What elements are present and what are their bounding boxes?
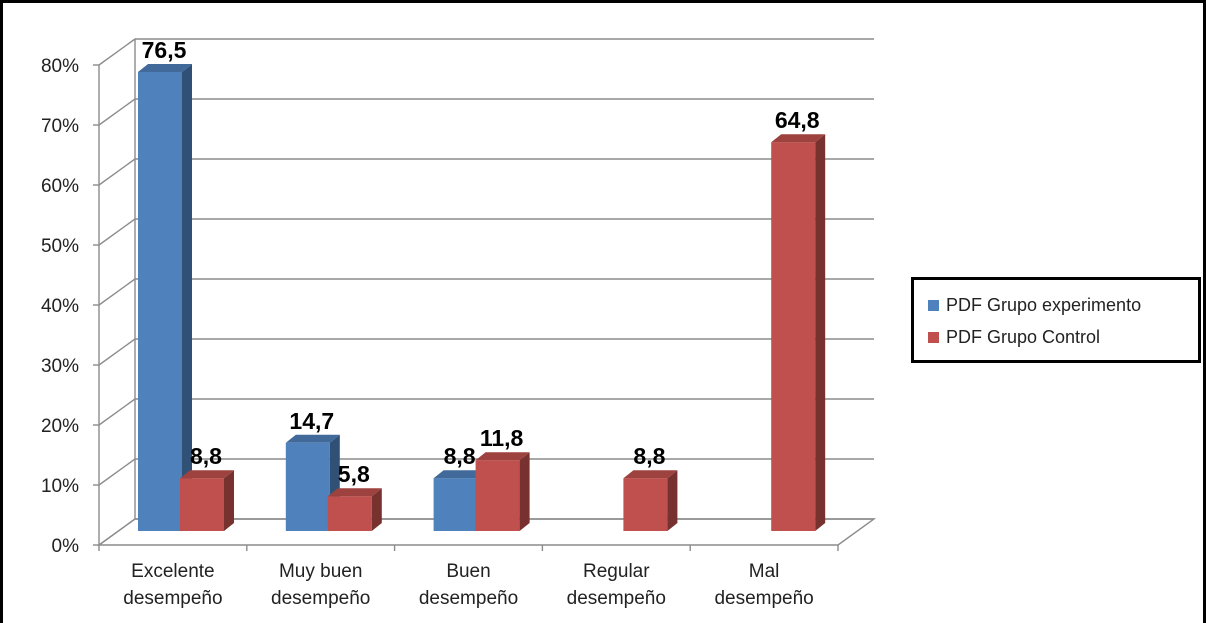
y-axis-tick-labels: 0% 10% 20% 30% 40% 50% 60% 70% 80%	[41, 56, 79, 557]
bar-front	[623, 478, 668, 531]
data-label: 5,8	[338, 461, 370, 487]
legend-label-control: PDF Grupo Control	[946, 326, 1101, 347]
y-tick-label: 50%	[41, 236, 79, 257]
bar-side	[224, 470, 234, 531]
bar-side	[667, 470, 678, 531]
y-tick-label: 30%	[41, 356, 79, 377]
legend: PDF Grupo experimento PDF Grupo Control	[911, 277, 1201, 363]
bar-side	[519, 452, 530, 531]
data-label: 8,8	[444, 443, 476, 469]
bar-side	[182, 64, 192, 531]
chart-floor	[96, 518, 877, 546]
bars	[138, 64, 826, 531]
gridline	[98, 158, 874, 186]
y-tick-label: 10%	[41, 476, 79, 497]
bar-front	[180, 478, 224, 531]
x-category-label: Mal	[749, 561, 780, 582]
bar-top	[771, 134, 826, 143]
bar-front	[138, 72, 182, 531]
x-category-label: Muy buen	[279, 561, 362, 582]
legend-swatch-control	[928, 331, 939, 343]
bar-top	[285, 434, 340, 443]
y-tick-label: 0%	[52, 536, 80, 557]
x-category-label: desempeño	[271, 588, 370, 609]
y-tick-label: 40%	[41, 296, 79, 317]
gridline	[98, 98, 874, 126]
data-label: 11,8	[480, 425, 524, 451]
x-category-label: Regular	[583, 561, 650, 582]
data-label: 14,7	[289, 408, 334, 434]
bar-front	[771, 142, 816, 531]
x-category-label: desempeño	[123, 588, 222, 609]
bar-front	[285, 442, 330, 531]
bar-top	[138, 64, 192, 72]
x-category-label: desempeño	[419, 588, 518, 609]
y-tick-label: 80%	[41, 56, 79, 77]
bar	[623, 470, 678, 531]
bar-top	[433, 470, 488, 479]
y-tick-label: 70%	[41, 116, 79, 137]
data-label: 8,8	[633, 443, 665, 469]
legend-item-experimento: PDF Grupo experimento	[914, 289, 1198, 321]
data-label: 8,8	[190, 443, 222, 469]
bar-front	[327, 496, 372, 531]
y-tick-label: 20%	[41, 416, 79, 437]
bar	[180, 470, 234, 531]
axes	[93, 39, 877, 551]
bar	[771, 134, 826, 531]
x-category-label: Excelente	[131, 561, 214, 582]
legend-item-control: PDF Grupo Control	[914, 321, 1198, 353]
gridline	[98, 278, 874, 306]
data-labels: 76,58,814,75,88,811,88,864,8	[142, 37, 820, 487]
bar-top	[623, 470, 678, 479]
bar-front	[475, 460, 520, 531]
x-category-label: desempeño	[567, 588, 666, 609]
bar-side	[815, 134, 826, 531]
x-category-label: Buen	[446, 561, 490, 582]
bar-top	[475, 452, 530, 461]
bar	[327, 488, 382, 531]
bar-top	[327, 488, 382, 497]
gridline	[98, 38, 874, 66]
bar-side	[371, 488, 382, 531]
legend-label-experimento: PDF Grupo experimento	[946, 294, 1142, 315]
bar	[138, 64, 192, 531]
bar	[475, 452, 530, 531]
legend-swatch-experimento	[928, 299, 939, 311]
x-category-label: desempeño	[714, 588, 813, 609]
gridline	[98, 398, 874, 426]
gridline	[98, 338, 874, 366]
data-label: 64,8	[775, 107, 820, 133]
x-axis-category-labels: Excelente desempeño Muy buen desempeño Buen d…	[123, 561, 813, 609]
gridline	[98, 218, 874, 246]
data-label: 76,5	[142, 37, 187, 63]
y-tick-label: 60%	[41, 176, 79, 197]
bar-top	[180, 470, 234, 479]
bar-front	[433, 478, 478, 531]
